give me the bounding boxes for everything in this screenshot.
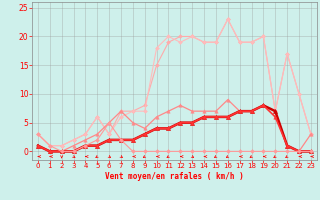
X-axis label: Vent moyen/en rafales ( km/h ): Vent moyen/en rafales ( km/h ) [105,172,244,181]
